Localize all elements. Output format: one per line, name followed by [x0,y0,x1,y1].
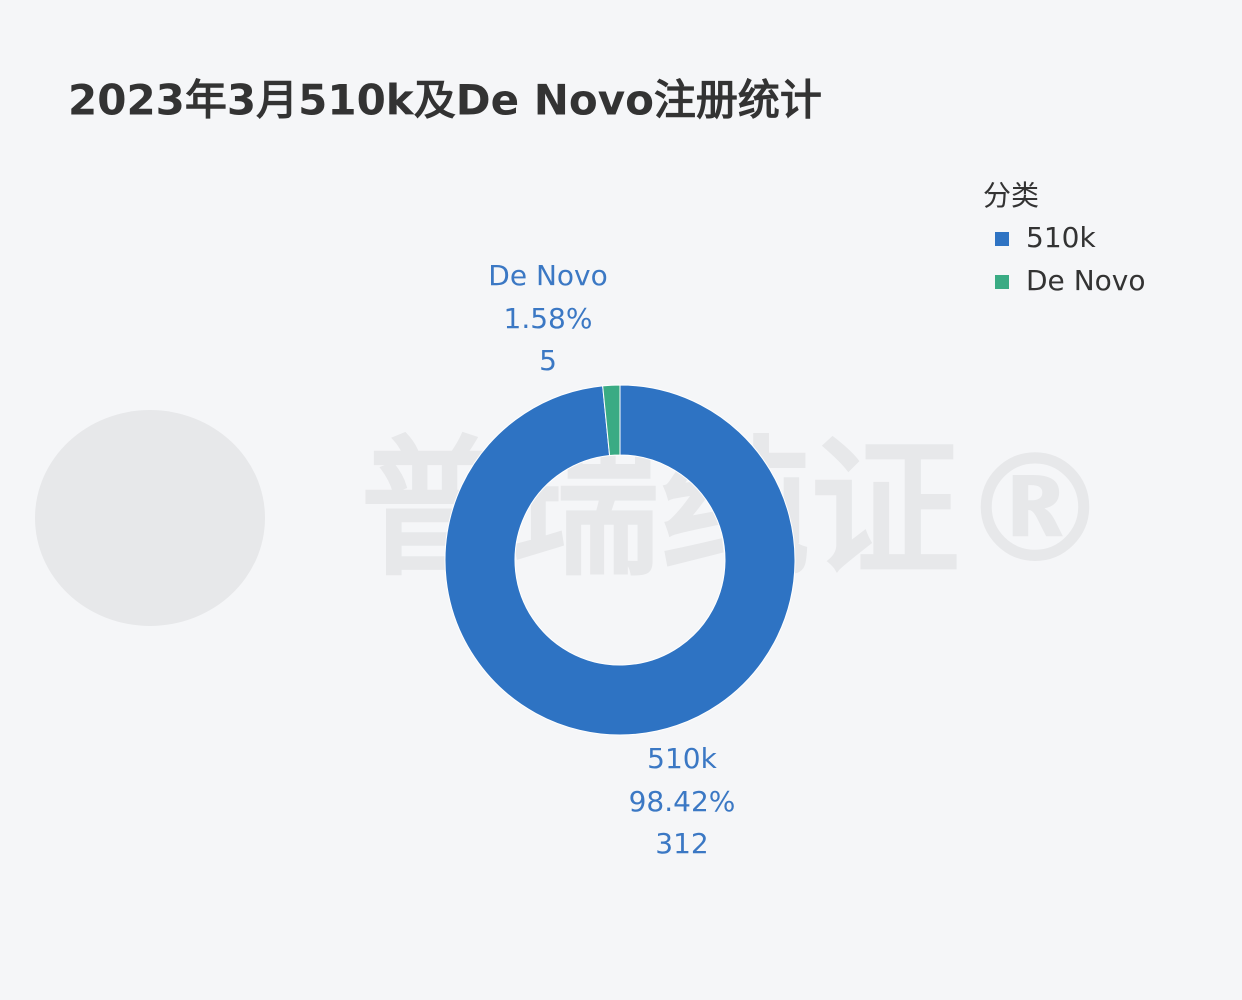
slice-label: De Novo [488,259,607,292]
legend-label: 510k [1026,221,1096,254]
slice-value: 5 [539,344,557,377]
legend-title: 分类 [983,179,1039,212]
legend-swatch [995,275,1009,289]
legend-label: De Novo [1026,264,1145,297]
slice-percent: 98.42% [629,785,736,818]
donut-slice [444,384,796,736]
chart-title: 2023年3月510k及De Novo注册统计 [68,76,822,125]
slice-value: 312 [655,827,708,860]
slice-label: 510k [647,742,717,775]
slice-percent: 1.58% [504,302,593,335]
donut-slice [602,384,621,457]
watermark-logo [35,410,265,626]
legend-swatch [995,232,1009,246]
